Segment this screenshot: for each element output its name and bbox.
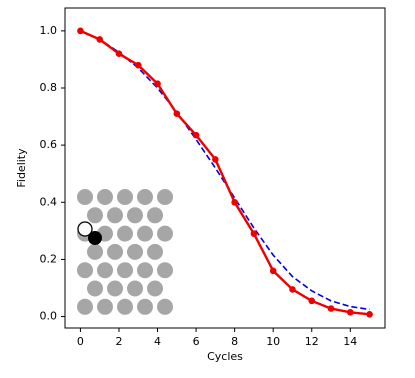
lattice-inset bbox=[77, 189, 173, 315]
lattice-site bbox=[97, 262, 113, 279]
data-point bbox=[308, 297, 316, 305]
data-point bbox=[212, 156, 219, 163]
y-tick-label: 0.6 bbox=[40, 138, 58, 151]
y-tick-label: 0.2 bbox=[40, 252, 58, 265]
x-tick-label: 6 bbox=[193, 335, 200, 348]
data-point bbox=[327, 305, 335, 312]
lattice-site bbox=[137, 189, 153, 205]
lattice-site bbox=[127, 280, 143, 297]
data-point bbox=[347, 308, 354, 316]
series-line bbox=[79, 29, 370, 316]
data-point bbox=[173, 110, 181, 118]
lattice-site bbox=[97, 298, 113, 315]
lattice-site bbox=[107, 207, 123, 224]
x-tick-label: 0 bbox=[77, 335, 84, 348]
lattice-site bbox=[117, 189, 133, 205]
lattice-site bbox=[97, 189, 113, 205]
lattice-site bbox=[147, 243, 163, 260]
data-point bbox=[96, 36, 103, 43]
data-point bbox=[250, 230, 258, 238]
lattice-site bbox=[117, 298, 133, 315]
y-tick-label: 0.4 bbox=[40, 195, 58, 208]
lattice-site bbox=[147, 280, 163, 297]
lattice-site bbox=[117, 225, 133, 242]
data-point bbox=[115, 50, 123, 58]
lattice-site bbox=[77, 298, 93, 315]
data-point bbox=[154, 80, 161, 88]
lattice-site bbox=[107, 280, 123, 297]
lattice-site bbox=[137, 298, 153, 315]
plot-frame bbox=[64, 7, 386, 329]
lattice-site bbox=[147, 207, 163, 224]
x-tick-label: 4 bbox=[154, 335, 161, 348]
x-tick-label: 2 bbox=[115, 335, 122, 348]
x-tick-label: 14 bbox=[343, 335, 357, 348]
data-point bbox=[134, 61, 142, 69]
lattice-site bbox=[87, 280, 103, 297]
y-tick-label: 0.8 bbox=[40, 81, 58, 94]
data-point bbox=[192, 131, 200, 139]
lattice-site bbox=[137, 262, 153, 279]
x-tick-label: 8 bbox=[231, 335, 238, 348]
lattice-site bbox=[77, 221, 93, 237]
y-tick-label: 0.0 bbox=[40, 310, 58, 323]
lattice-site bbox=[157, 225, 173, 242]
lattice-site bbox=[88, 231, 102, 245]
x-axis-label: Cycles bbox=[207, 350, 243, 363]
lattice-site bbox=[137, 225, 153, 242]
x-tick-label: 10 bbox=[266, 335, 280, 348]
y-tick-label: 1.0 bbox=[40, 24, 58, 37]
lattice-site bbox=[127, 207, 143, 224]
lattice-site bbox=[87, 243, 103, 260]
y-axis-label: Fidelity bbox=[15, 148, 28, 188]
data-point bbox=[289, 286, 296, 293]
lattice-site bbox=[77, 189, 93, 205]
lattice-site bbox=[87, 207, 103, 224]
lattice-site bbox=[157, 189, 173, 205]
lattice-site bbox=[107, 243, 123, 260]
lattice-site bbox=[127, 243, 143, 260]
x-tick-label: 12 bbox=[305, 335, 319, 348]
lattice-site bbox=[77, 262, 93, 279]
data-point bbox=[269, 267, 277, 275]
lattice-site bbox=[157, 298, 173, 315]
lattice-site bbox=[117, 262, 133, 279]
lattice-site bbox=[157, 262, 173, 279]
data-point bbox=[77, 27, 84, 35]
data-point bbox=[366, 310, 373, 318]
data-point bbox=[231, 198, 238, 206]
